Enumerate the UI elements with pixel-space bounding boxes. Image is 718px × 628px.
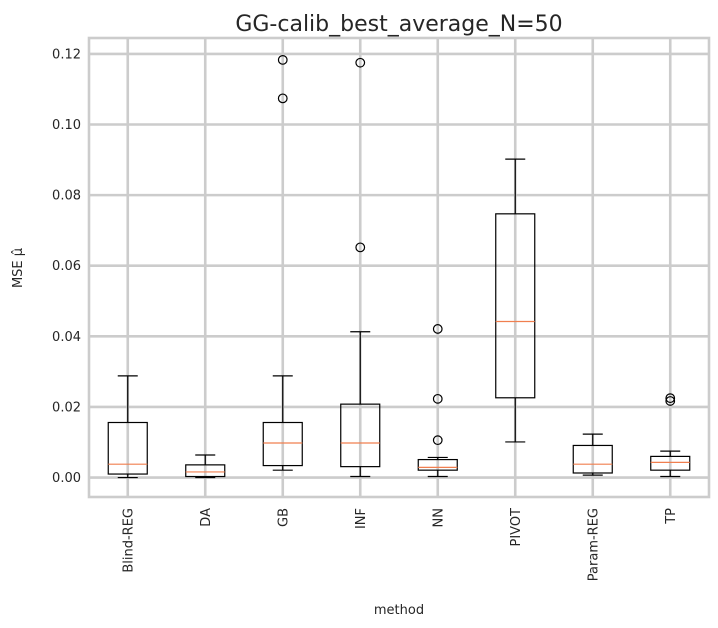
x-tick-label: PIVOT	[509, 508, 524, 547]
box-plot-Blind-REG	[107, 375, 148, 479]
x-tick-label: Blind-REG	[121, 508, 136, 573]
label-layer: 0.00 0.02 0.04 0.06 0.08 0.10 0.12 Blind-REG DA G…	[52, 47, 679, 581]
x-tick-label: Param-REG	[586, 508, 601, 581]
box-layer	[107, 54, 691, 479]
box-plot-Param-REG	[572, 433, 613, 476]
y-tick-label: 0.10	[52, 118, 81, 133]
outlier-point	[665, 393, 676, 404]
outlier-point	[665, 396, 676, 406]
box-plot-PIVOT	[495, 158, 536, 443]
box	[495, 213, 536, 399]
outlier-point	[277, 93, 288, 104]
box	[107, 421, 148, 475]
grid-layer	[89, 38, 709, 497]
box	[650, 455, 691, 471]
y-tick-label: 0.02	[52, 400, 81, 415]
y-axis-label: MSE μ̂	[11, 248, 26, 288]
box	[262, 421, 303, 467]
box	[340, 403, 381, 468]
y-tick-label: 0.00	[52, 471, 81, 486]
x-tick-label: GB	[276, 508, 291, 527]
outlier-point	[432, 393, 443, 404]
box-plot-DA	[185, 454, 226, 479]
outlier-point	[355, 57, 366, 68]
box-plot-GB	[262, 54, 303, 471]
y-tick-label: 0.08	[52, 189, 81, 204]
x-tick-label: INF	[354, 508, 369, 529]
y-tick-label: 0.06	[52, 259, 81, 274]
box	[185, 464, 226, 478]
outlier-point	[355, 242, 366, 253]
box	[572, 444, 613, 474]
x-tick-label: TP	[664, 508, 679, 525]
y-tick-label: 0.04	[52, 330, 81, 345]
box-plot-TP	[650, 393, 691, 478]
chart-title: GG-calib_best_average_N=50	[235, 12, 562, 37]
x-tick-label: DA	[199, 508, 214, 527]
box-plot-INF	[340, 57, 381, 478]
outlier-point	[432, 435, 443, 446]
y-tick-label: 0.12	[52, 47, 81, 62]
plot-frame	[87, 36, 711, 499]
box-plot-NN	[417, 324, 458, 478]
x-tick-label: NN	[431, 508, 446, 527]
outlier-point	[432, 324, 443, 334]
x-axis-label: method	[374, 603, 424, 618]
box	[417, 458, 458, 471]
outlier-point	[277, 54, 288, 65]
